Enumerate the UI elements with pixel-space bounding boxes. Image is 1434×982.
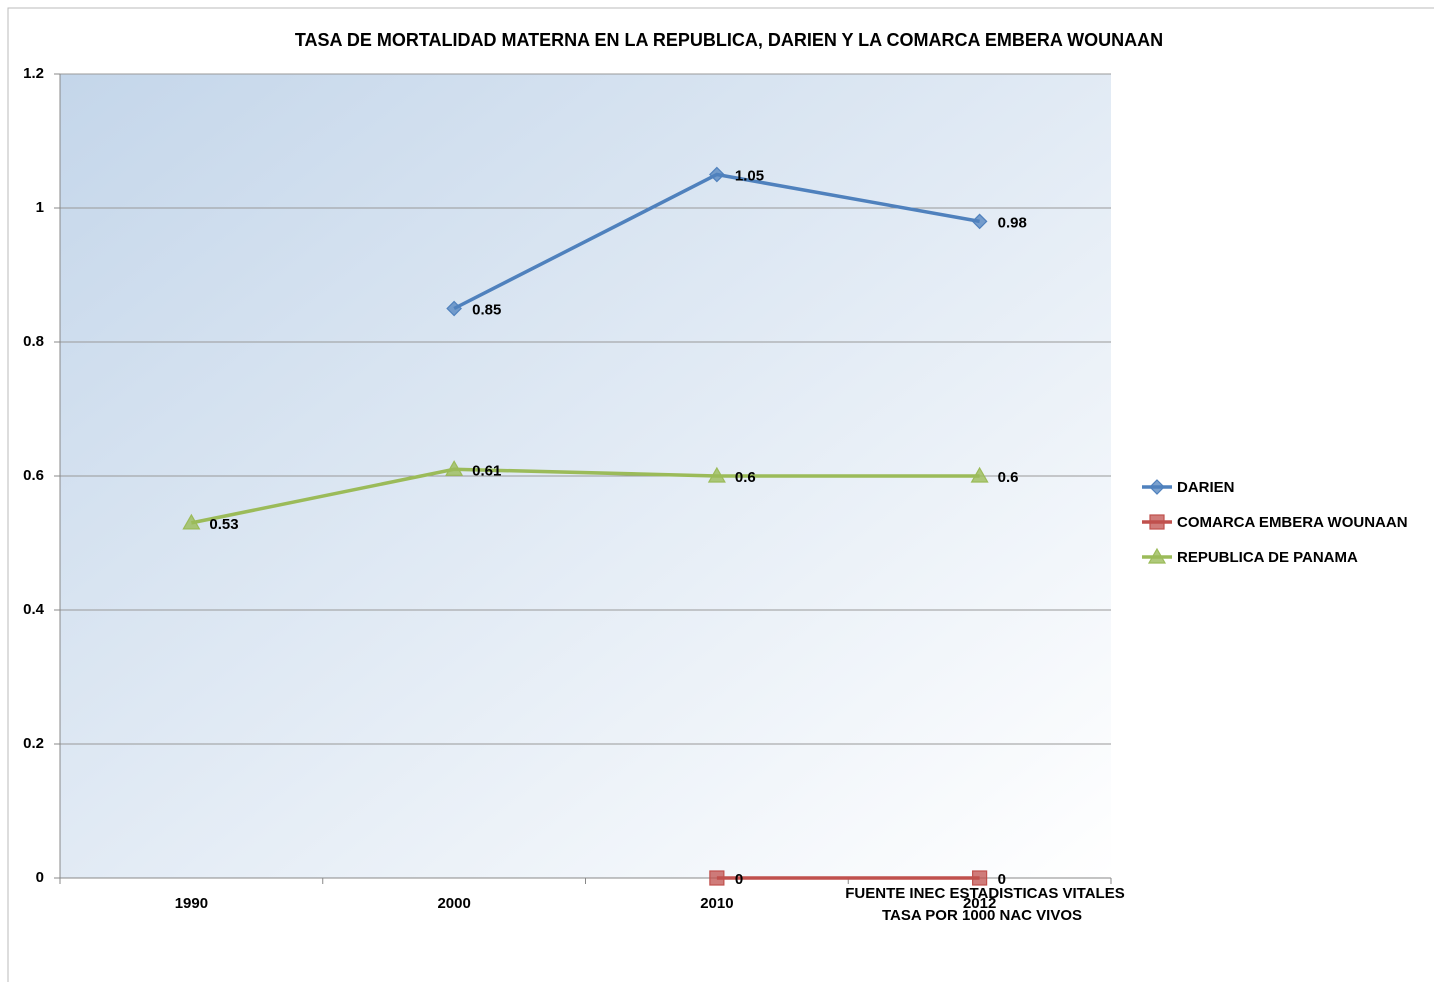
data-label: 0.98 [998, 214, 1027, 231]
y-tick-label: 1 [36, 199, 44, 216]
chart-frame [7, 7, 1434, 982]
data-label: 0 [998, 871, 1006, 888]
marker [1149, 479, 1165, 495]
x-tick-label: 2010 [700, 895, 733, 912]
data-label: 0.85 [472, 301, 501, 318]
x-tick-label: 2000 [437, 895, 470, 912]
legend-label: DARIEN [1177, 479, 1235, 496]
legend-label: COMARCA EMBERA WOUNAAN [1177, 514, 1408, 531]
marker [182, 513, 201, 530]
marker [709, 870, 725, 886]
y-tick-label: 0.2 [23, 735, 44, 752]
data-label: 1.05 [735, 167, 764, 184]
marker [445, 460, 464, 476]
marker [971, 213, 988, 230]
y-tick-label: 0 [36, 869, 44, 886]
marker [707, 466, 726, 483]
y-tick-label: 0.6 [23, 467, 44, 484]
x-tick-label: 1990 [175, 895, 208, 912]
marker [1149, 514, 1165, 530]
marker [972, 870, 988, 886]
data-label: 0.53 [209, 516, 238, 533]
x-tick-label: 2012 [963, 895, 996, 912]
legend-label: REPUBLICA DE PANAMA [1177, 549, 1358, 566]
marker [1147, 547, 1167, 564]
data-label: 0 [735, 871, 743, 888]
y-tick-label: 0.4 [23, 601, 45, 618]
data-label: 0.61 [472, 462, 501, 479]
annotation: FUENTE INEC ESTADISTICAS VITALES [845, 885, 1124, 902]
annotation: TASA POR 1000 NAC VIVOS [882, 907, 1082, 924]
data-label: 0.6 [998, 469, 1019, 486]
data-label: 0.6 [735, 469, 756, 486]
marker [446, 300, 462, 317]
series-line [191, 467, 980, 525]
marker [709, 166, 725, 183]
y-tick-label: 1.2 [23, 65, 44, 82]
chart-title: TASA DE MORTALIDAD MATERNA EN LA REPUBLI… [295, 30, 1163, 50]
marker [970, 466, 989, 483]
y-tick-label: 0.8 [23, 333, 44, 350]
